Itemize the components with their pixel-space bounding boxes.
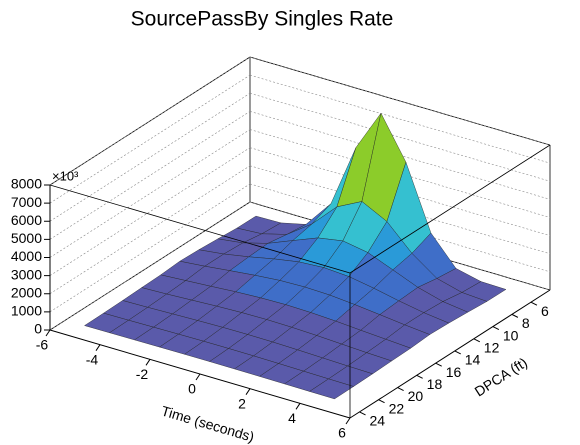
- x-tick-label: -6: [36, 337, 49, 353]
- grid-line: [49, 147, 251, 276]
- z-tick-label: 7000: [11, 194, 42, 210]
- y-axis: [349, 289, 551, 419]
- grid-line: [249, 74, 551, 164]
- z-tick-label: 4000: [11, 248, 42, 264]
- y-tick: [530, 301, 538, 306]
- z-tick-label: 3000: [11, 266, 42, 282]
- y-tick: [511, 313, 519, 318]
- y-tick-label: 24: [370, 413, 386, 429]
- box-edge: [49, 184, 351, 274]
- z-tick-label: 6000: [11, 212, 42, 228]
- grid-line: [49, 165, 251, 295]
- y-tick-label: 14: [465, 352, 481, 368]
- grid-line: [49, 56, 251, 186]
- x-tick-label: 6: [338, 425, 346, 441]
- y-tick: [492, 326, 500, 331]
- x-tick-label: 2: [238, 395, 246, 411]
- y-tick: [416, 374, 423, 379]
- y-tick-label: 22: [389, 400, 405, 416]
- y-tick-label: 8: [522, 315, 530, 331]
- grid-line: [49, 201, 251, 331]
- y-axis-title: DPCA (ft): [472, 354, 530, 399]
- grid-line: [49, 74, 251, 204]
- x-tick: [195, 373, 201, 381]
- z-tick-label: 0: [34, 321, 42, 337]
- z-tick-label: 2000: [11, 284, 42, 300]
- x-tick: [95, 344, 101, 351]
- y-tick-label: 16: [446, 364, 462, 380]
- x-tick-label: -4: [86, 351, 99, 367]
- y-tick: [435, 362, 442, 367]
- z-multiplier: ×10³: [52, 168, 79, 183]
- grid-line: [249, 56, 551, 146]
- x-tick: [295, 403, 301, 410]
- grid-line: [49, 111, 251, 240]
- grid-line: [49, 129, 251, 258]
- x-tick-label: 4: [288, 410, 296, 426]
- y-tick: [473, 338, 481, 343]
- x-tick: [245, 388, 251, 395]
- x-tick-label: -2: [136, 366, 149, 382]
- y-tick-label: 12: [484, 339, 500, 355]
- x-tick: [345, 417, 351, 425]
- y-tick-label: 20: [408, 388, 424, 404]
- y-tick: [359, 411, 366, 416]
- grid-line: [249, 92, 551, 182]
- z-tick-label: 1000: [11, 303, 42, 319]
- grid-line: [49, 92, 251, 222]
- z-tick-label: 5000: [11, 230, 42, 246]
- x-tick-label: 0: [188, 381, 196, 397]
- y-tick-label: 18: [427, 376, 443, 392]
- y-tick-label: 10: [503, 327, 519, 343]
- x-tick: [145, 359, 151, 366]
- y-tick: [397, 387, 404, 391]
- box-edge: [349, 144, 551, 274]
- y-tick: [378, 399, 385, 404]
- grid-line: [49, 183, 251, 313]
- chart-title: SourcePassBy Singles Rate: [131, 8, 394, 31]
- y-tick: [454, 350, 461, 355]
- y-tick-label: 6: [541, 303, 549, 319]
- x-tick: [45, 329, 51, 337]
- surface-cell: [309, 378, 355, 400]
- z-tick-label: 8000: [11, 176, 42, 192]
